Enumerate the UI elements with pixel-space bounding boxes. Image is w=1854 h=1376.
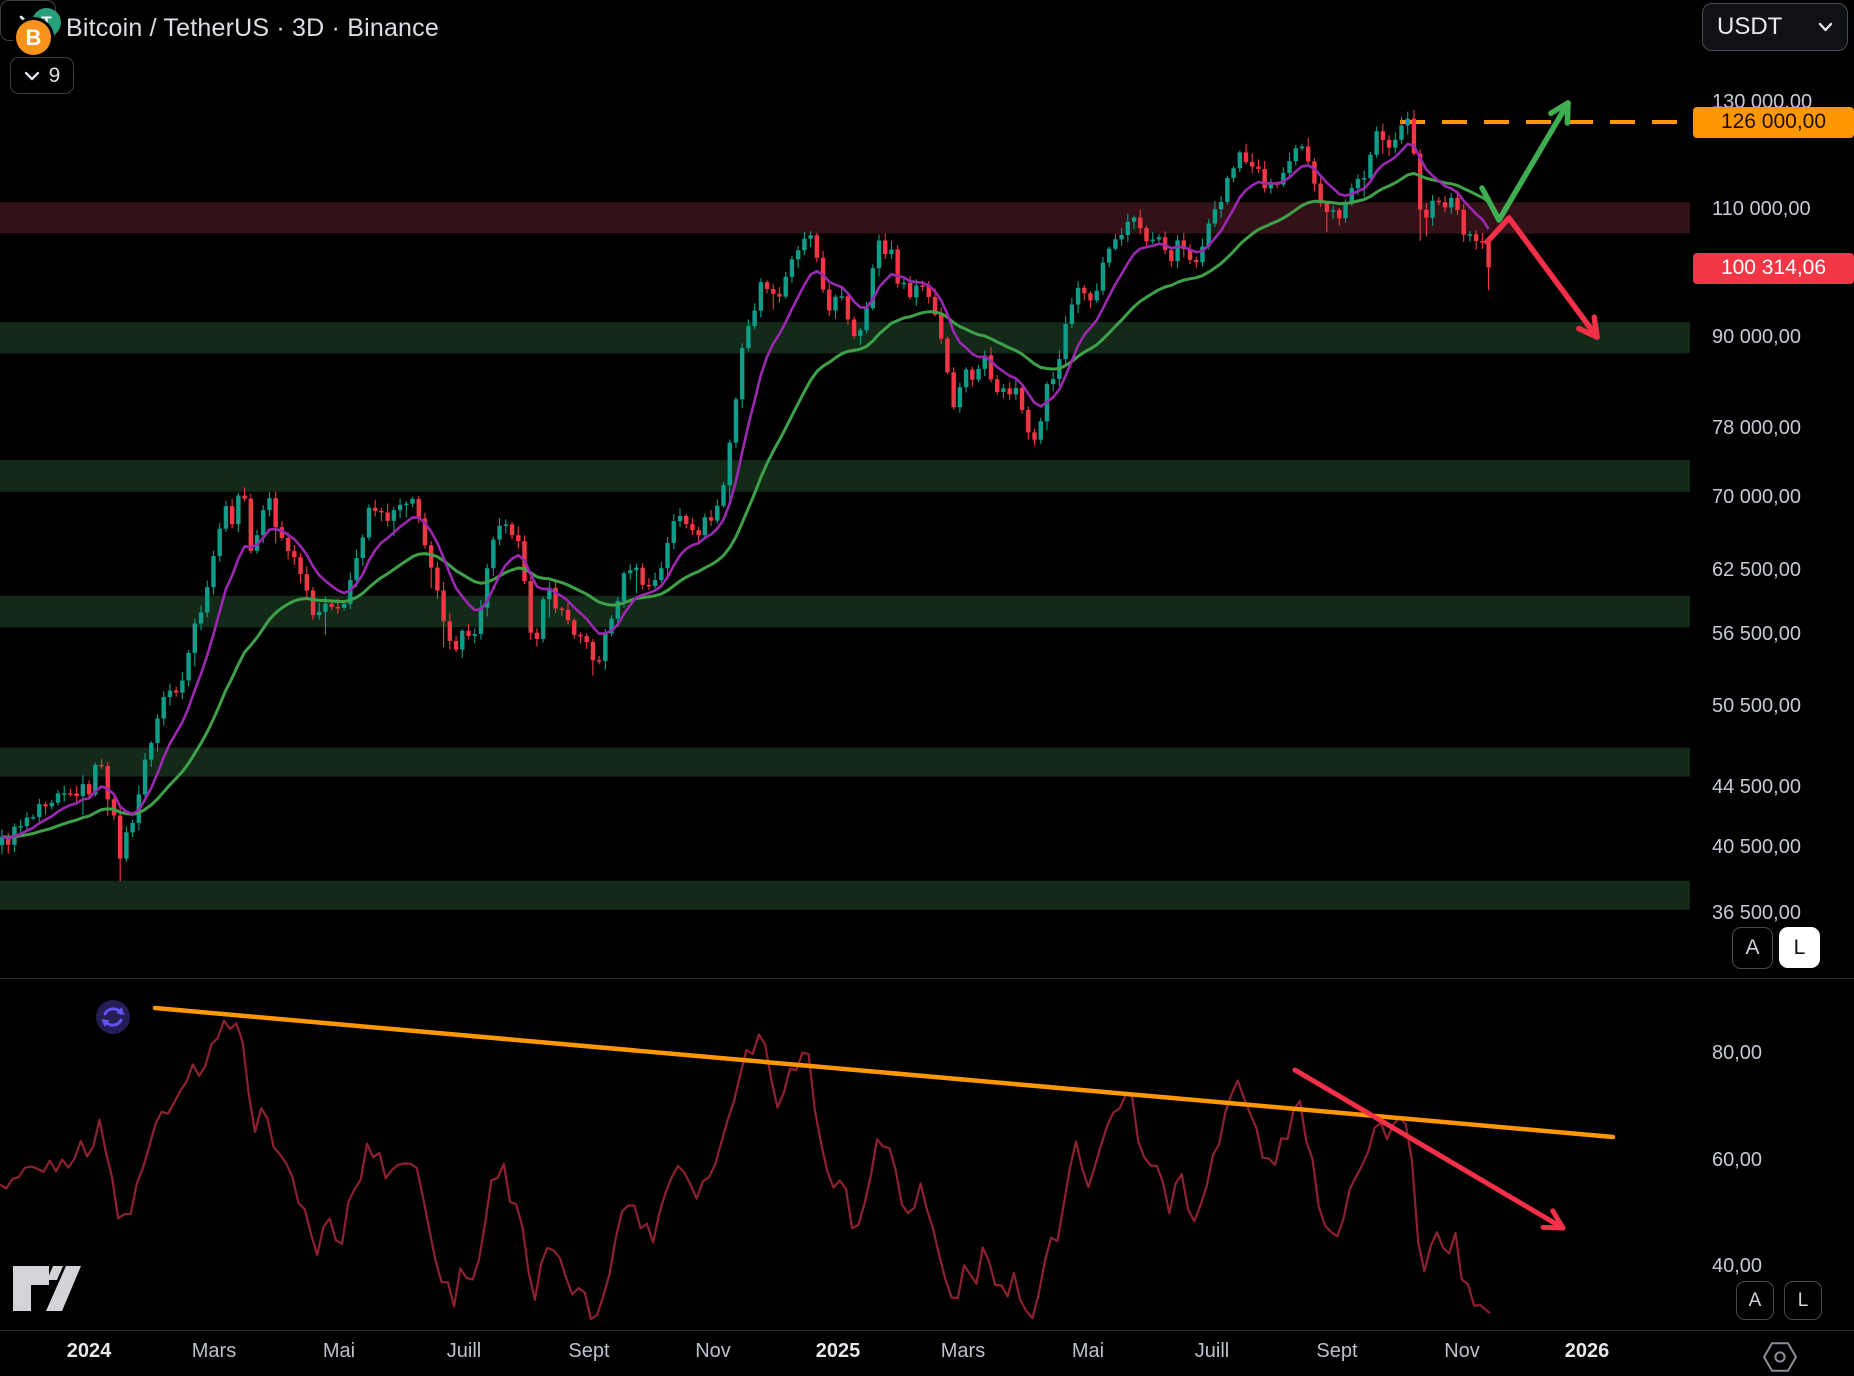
tradingview-logo[interactable] xyxy=(0,1258,95,1318)
time-label: Mai xyxy=(322,1340,356,1362)
time-label: 2026 xyxy=(1564,1340,1610,1362)
time-label: Nov xyxy=(695,1340,731,1362)
time-label: Sept xyxy=(568,1340,610,1362)
log-scale-button[interactable]: L xyxy=(1779,927,1820,968)
price-label: 40 500,00 xyxy=(1712,835,1801,858)
indicator-settings-button[interactable]: 9 xyxy=(10,57,74,94)
time-label: Mars xyxy=(191,1340,237,1362)
price-label: 110 000,00 xyxy=(1712,197,1811,220)
currency-label: USDT xyxy=(1717,13,1783,40)
price-label: 78 000,00 xyxy=(1712,417,1801,440)
target-price-badge[interactable]: 126 000,00 xyxy=(1693,106,1854,138)
rsi-label: 60,00 xyxy=(1712,1148,1763,1171)
time-label: 2024 xyxy=(66,1340,112,1362)
time-label: Juill xyxy=(1194,1340,1230,1362)
timezone-settings-icon[interactable] xyxy=(1761,1339,1798,1376)
auto-scale-button[interactable]: A xyxy=(1732,927,1773,969)
rsi-auto-scale-button[interactable]: A xyxy=(1736,1281,1774,1320)
time-axis-divider xyxy=(0,1330,1854,1331)
time-label: Mars xyxy=(940,1340,986,1362)
currency-selector[interactable]: USDT xyxy=(1702,3,1848,51)
rsi-label: 40,00 xyxy=(1712,1255,1763,1277)
bitcoin-icon: B xyxy=(16,20,51,55)
rsi-log-scale-button[interactable]: L xyxy=(1784,1281,1822,1320)
price-label: 90 000,00 xyxy=(1712,325,1801,348)
last-price-badge: 100 314,06 xyxy=(1693,252,1854,284)
price-label: 36 500,00 xyxy=(1712,902,1801,925)
rsi-refresh-icon[interactable] xyxy=(94,998,134,1038)
price-label: 50 500,00 xyxy=(1712,694,1801,717)
price-label: 56 500,00 xyxy=(1712,623,1801,646)
pane-divider[interactable] xyxy=(0,978,1854,979)
time-label: 2025 xyxy=(815,1340,861,1362)
time-label: Mai xyxy=(1071,1340,1105,1362)
time-label: Sept xyxy=(1316,1340,1358,1362)
price-label: 44 500,00 xyxy=(1712,775,1801,798)
price-label: 70 000,00 xyxy=(1712,486,1801,509)
time-label: Juill xyxy=(446,1340,482,1362)
chevron-down-icon xyxy=(1818,22,1833,32)
indicator-count-label: 9 xyxy=(48,63,61,87)
rsi-label: 80,00 xyxy=(1712,1042,1763,1064)
price-label: 62 500,00 xyxy=(1712,558,1801,581)
time-label: Nov xyxy=(1444,1340,1480,1362)
chevron-down-icon xyxy=(24,71,39,80)
symbol-title[interactable]: Bitcoin / TetherUS · 3D · Binance xyxy=(66,14,439,42)
